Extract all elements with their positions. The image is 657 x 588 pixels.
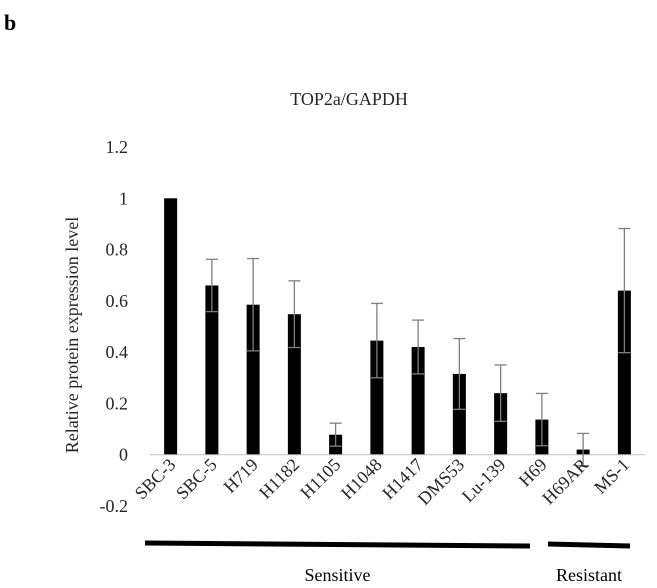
error-bar <box>494 364 507 423</box>
category-label: DMS53 <box>414 454 468 508</box>
y-axis-label: Relative protein expression level <box>62 217 82 453</box>
category-label: H1048 <box>337 454 386 503</box>
y-tick-label: -0.2 <box>100 496 129 516</box>
bar <box>246 304 260 455</box>
category-label: Lu-139 <box>458 454 510 506</box>
category-label: H69AR <box>538 454 592 508</box>
error-bar <box>288 280 301 349</box>
y-tick-label: 0.2 <box>106 393 129 413</box>
bars <box>164 198 631 455</box>
error-bars <box>205 227 631 467</box>
y-tick-label: 0.4 <box>106 342 129 362</box>
bar <box>452 373 466 455</box>
y-tick-label: 1.2 <box>106 137 129 157</box>
category-label: SBC-3 <box>131 454 180 503</box>
error-bar <box>329 422 342 447</box>
bar <box>287 314 301 455</box>
error-bar <box>453 337 466 410</box>
group-label: Resistant <box>556 565 622 585</box>
group-label: Sensitive <box>305 565 371 585</box>
category-label: MS-1 <box>590 454 633 497</box>
error-bar <box>247 257 260 352</box>
panel-label: b <box>4 10 16 35</box>
bar <box>205 285 219 455</box>
category-label: H69 <box>515 454 551 490</box>
error-bar <box>577 432 590 467</box>
error-bar <box>618 227 631 354</box>
bar <box>164 198 178 455</box>
category-label: H1182 <box>255 454 303 502</box>
bar <box>370 340 384 455</box>
bar <box>617 290 631 455</box>
category-labels: SBC-3SBC-5H719H1182H1105H1048H1417DMS53L… <box>131 454 634 508</box>
error-bar <box>370 302 383 379</box>
y-tick-label: 0.6 <box>106 291 129 311</box>
error-bar <box>205 258 218 313</box>
group-brackets: Sensitive Resistant <box>144 540 631 585</box>
y-tick-labels: -0.2 0 0.2 0.4 0.6 0.8 1 1.2 <box>100 137 129 516</box>
bar <box>494 393 508 455</box>
y-tick-label: 0 <box>119 445 128 465</box>
group-bracket-line <box>547 541 631 549</box>
category-label: SBC-5 <box>172 454 221 503</box>
error-bar <box>412 319 425 375</box>
category-label: H1105 <box>296 454 344 502</box>
y-tick-label: 1 <box>119 188 128 208</box>
chart-title: TOP2a/GAPDH <box>290 89 408 109</box>
group-bracket-line <box>144 540 531 549</box>
error-bar <box>535 392 548 447</box>
y-tick-label: 0.8 <box>106 240 129 260</box>
